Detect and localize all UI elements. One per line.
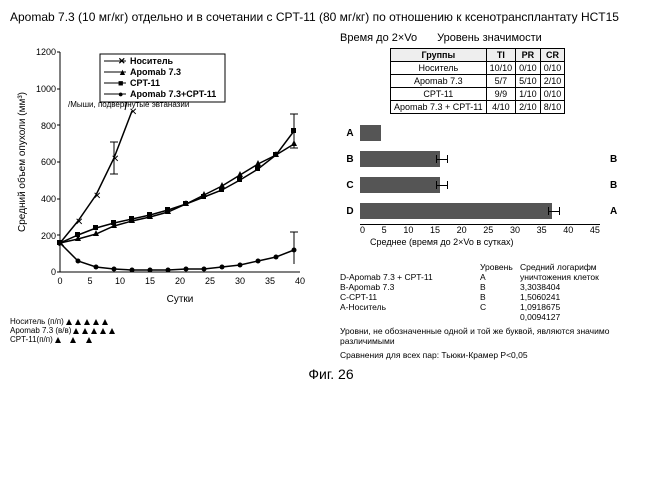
- header-time: Время до 2×Vo: [340, 32, 417, 44]
- x-axis-label: Сутки: [167, 294, 194, 305]
- svg-text:✕: ✕: [93, 191, 101, 202]
- svg-text:✕: ✕: [111, 154, 119, 165]
- svg-text:5: 5: [87, 276, 92, 286]
- dose-row-cpt11: CPT-11(п/п): [10, 335, 53, 344]
- svg-text:0: 0: [51, 267, 56, 277]
- svg-text:400: 400: [41, 194, 56, 204]
- right-column: Время до 2×Vo Уровень значимости ГруппыT…: [340, 32, 650, 360]
- header-significance: Уровень значимости: [437, 32, 542, 44]
- svg-text:35: 35: [265, 276, 275, 286]
- svg-text:✕: ✕: [129, 107, 137, 118]
- svg-text:✕: ✕: [75, 217, 83, 228]
- svg-text:200: 200: [41, 231, 56, 241]
- bar-c-label: C: [340, 180, 360, 191]
- y-axis-label: Средний объем опухоли (мм³): [16, 92, 28, 232]
- bar-x-axis: 051015202530354045: [360, 225, 600, 235]
- bar-b-label: B: [340, 154, 360, 165]
- svg-text:40: 40: [295, 276, 305, 286]
- svg-text:600: 600: [41, 157, 56, 167]
- svg-text:15: 15: [145, 276, 155, 286]
- svg-text:Носитель: Носитель: [130, 56, 174, 66]
- tumor-volume-chart: 0 200 400 600 800 1000 1200 0510 152025 …: [10, 32, 310, 312]
- dose-markers: Носитель (п/п) Apomab 7.3 (в/в) CPT-11(п…: [10, 317, 330, 344]
- svg-text:1200: 1200: [36, 47, 56, 57]
- stats-note-1: Уровни, не обозначенные одной и той же б…: [340, 326, 650, 346]
- svg-text:30: 30: [235, 276, 245, 286]
- svg-text:0: 0: [57, 276, 62, 286]
- svg-text:25: 25: [205, 276, 215, 286]
- comparison-table: ГруппыTIPRCR Носитель10/100/100/10 Apoma…: [390, 48, 565, 114]
- stats-block: D-Apomab 7.3 + CPT-11B-Apomab 7.3C-CPT-1…: [340, 262, 650, 360]
- bar-d-label: D: [340, 206, 360, 217]
- sig-c: B: [610, 180, 617, 191]
- figure-number: Фиг. 26: [10, 366, 652, 382]
- svg-text:Apomab 7.3: Apomab 7.3: [130, 67, 181, 77]
- svg-text:10: 10: [115, 276, 125, 286]
- svg-text:CPT-11: CPT-11: [130, 78, 160, 88]
- time-to-2vo-bar-chart: A B B C B D A 051015202530354045 Среднее (в…: [340, 120, 650, 250]
- bar-a: [360, 125, 381, 141]
- bar-axis-caption: Среднее (время до 2×Vo в сутках): [370, 237, 650, 247]
- bar-c: [360, 177, 440, 193]
- sig-d: A: [610, 206, 617, 217]
- sig-b: B: [610, 154, 617, 165]
- svg-text:1000: 1000: [36, 84, 56, 94]
- svg-text:20: 20: [175, 276, 185, 286]
- figure-title: Apomab 7.3 (10 мг/кг) отдельно и в сочет…: [10, 10, 652, 24]
- bar-a-label: A: [340, 128, 360, 139]
- dose-row-apomab: Apomab 7.3 (в/в): [10, 326, 71, 335]
- svg-text:800: 800: [41, 121, 56, 131]
- main-row: 0 200 400 600 800 1000 1200 0510 152025 …: [10, 32, 652, 360]
- svg-text:Apomab 7.3+CPT-11: Apomab 7.3+CPT-11: [130, 89, 216, 99]
- bar-d: [360, 203, 552, 219]
- bar-b: [360, 151, 440, 167]
- stats-note-2: Сравнения для всех пар: Тьюки-Крамер P<0…: [340, 350, 650, 360]
- left-column: 0 200 400 600 800 1000 1200 0510 152025 …: [10, 32, 330, 360]
- dose-row-vehicle: Носитель (п/п): [10, 317, 64, 326]
